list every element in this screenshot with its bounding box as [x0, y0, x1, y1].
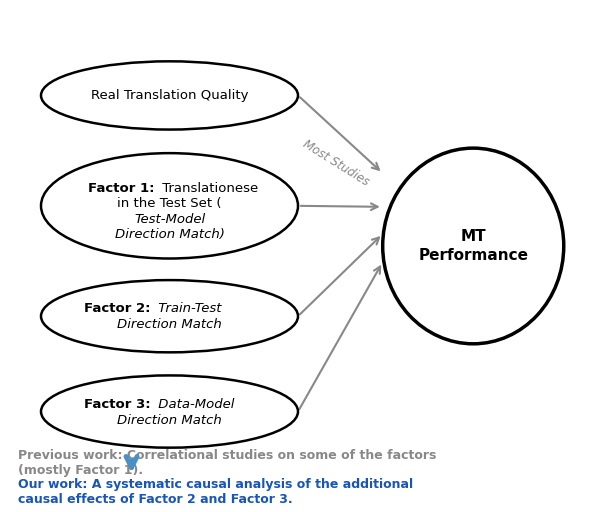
Text: Translationese: Translationese: [158, 182, 258, 195]
Text: Factor 2:: Factor 2:: [84, 302, 151, 315]
Text: in the Test Set (: in the Test Set (: [117, 197, 222, 210]
Ellipse shape: [41, 61, 298, 130]
Text: Direction Match: Direction Match: [117, 414, 222, 426]
Ellipse shape: [383, 148, 564, 344]
Text: Factor 1:: Factor 1:: [88, 182, 155, 195]
Text: Factor 3:: Factor 3:: [84, 397, 151, 411]
Text: MT
Performance: MT Performance: [418, 228, 528, 263]
Text: Test-Model: Test-Model: [134, 214, 205, 226]
Text: Direction Match: Direction Match: [117, 318, 222, 331]
Text: Our work: A systematic causal analysis of the additional
causal effects of Facto: Our work: A systematic causal analysis o…: [18, 478, 413, 506]
Text: Real Translation Quality: Real Translation Quality: [91, 89, 249, 102]
Text: Train-Test: Train-Test: [154, 302, 221, 315]
Ellipse shape: [41, 153, 298, 259]
Ellipse shape: [41, 280, 298, 352]
Text: Previous work: Correlational studies on some of the factors
(mostly Factor 1).: Previous work: Correlational studies on …: [18, 449, 436, 477]
Text: Most Studies: Most Studies: [300, 138, 371, 189]
Text: Data-Model: Data-Model: [154, 397, 234, 411]
Ellipse shape: [41, 375, 298, 447]
Text: Direction Match): Direction Match): [114, 228, 225, 242]
